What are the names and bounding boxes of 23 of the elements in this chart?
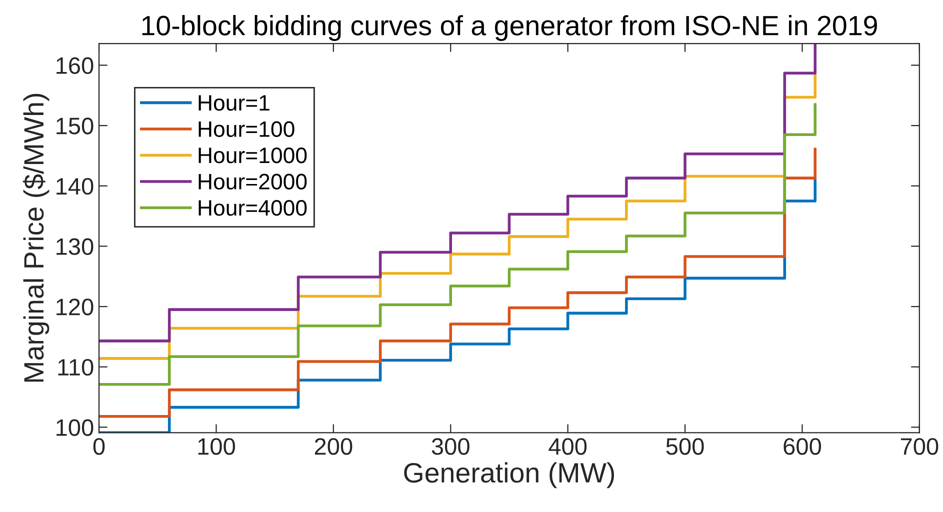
y-tick-label: 110 <box>58 358 94 376</box>
x-tick-label: 300 <box>432 438 470 455</box>
legend-label: Hour=100 <box>198 121 294 137</box>
y-tick-label: 130 <box>56 238 94 256</box>
x-tick-label: 500 <box>666 438 704 455</box>
y-tick-label: 140 <box>56 178 94 195</box>
y-tick-label: 120 <box>56 298 94 316</box>
y-tick-label: 160 <box>56 57 94 74</box>
x-tick-label: 0 <box>93 438 105 455</box>
x-tick-label: 100 <box>198 438 235 455</box>
legend-label: Hour=1 <box>198 95 270 111</box>
x-tick-label: 200 <box>314 438 352 455</box>
legend-label: Hour=4000 <box>198 200 307 216</box>
chart-title: 10-block bidding curves of a generator from ISO-NE in 2019 <box>142 15 877 41</box>
legend-label: Hour=1000 <box>198 148 307 164</box>
y-axis-title: Marginal Price ($/MWh) <box>22 94 50 382</box>
legend-label: Hour=2000 <box>198 174 307 190</box>
x-tick-label: 400 <box>548 438 587 455</box>
y-tick-label: 100 <box>56 419 94 436</box>
y-tick-label: 150 <box>56 118 94 134</box>
x-axis-title: Generation (MW) <box>404 462 614 488</box>
x-tick-label: 600 <box>784 438 821 455</box>
x-tick-label: 700 <box>900 438 938 455</box>
